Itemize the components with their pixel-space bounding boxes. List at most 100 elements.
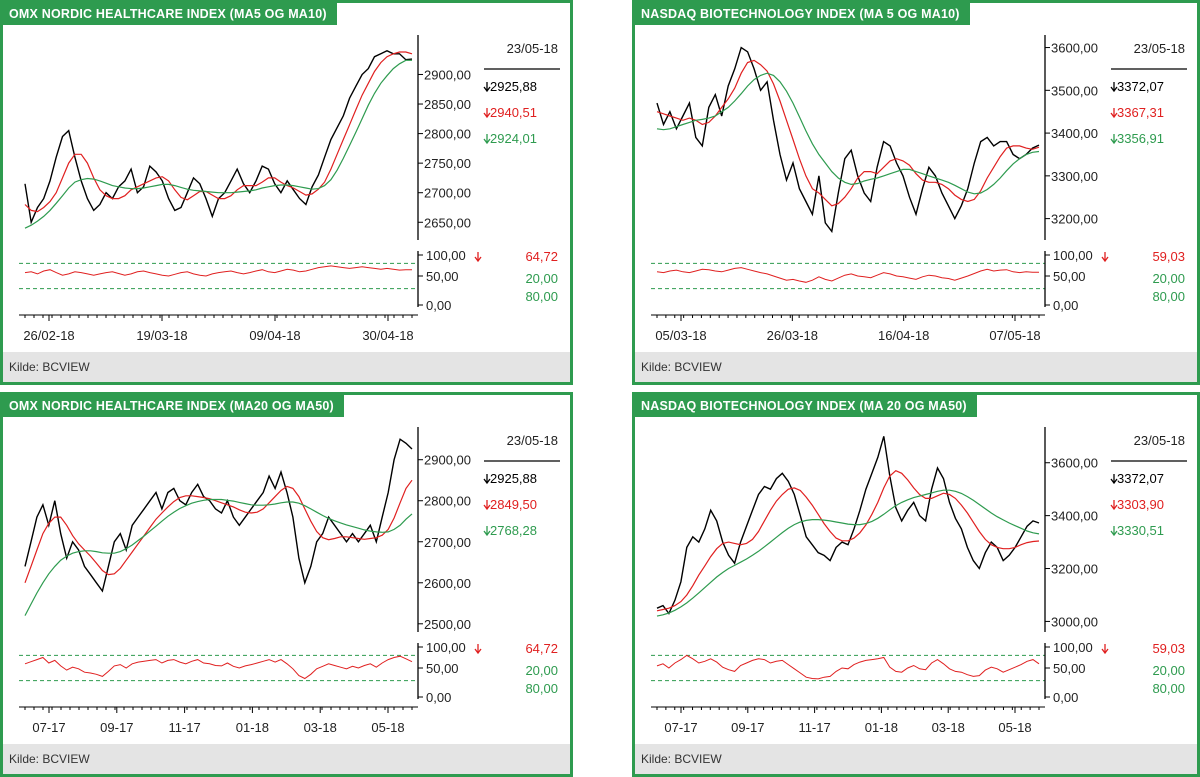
level-80-label: 80,00 [1152,289,1185,304]
x-tick-label: 26/02-18 [23,328,74,343]
level-20-label: 20,00 [525,271,558,286]
x-tick-label: 05-18 [371,720,404,735]
y-tick-label: 2500,00 [424,617,471,632]
arrowhead-icon [483,138,491,145]
source-label: Kilde: BCVIEW [635,352,1197,382]
y-tick-label: 2800,00 [424,494,471,509]
oscillator-last-value: 64,72 [525,641,558,656]
series-line-ma5 [24,51,413,213]
x-tick-label: 11-17 [798,720,830,735]
y-tick-label: 3300,00 [1051,169,1098,184]
series-line-close [656,436,1040,615]
chart-omx-ma5-ma10: 2900,00 2850,00 2800,00 2750,00 2700,00 2650,… [19,35,560,343]
last-value-close: 2925,88 [490,471,537,486]
oscillator-tick-label: 0,00 [426,298,451,313]
y-tick-label: 2800,00 [424,127,471,142]
oscillator-tick-label: 50,00 [1053,269,1086,284]
x-tick-label: 09/04-18 [249,328,300,343]
last-value-ma50: 2768,28 [490,523,537,538]
x-tick-label: 01-18 [865,720,898,735]
oscillator-tick-label: 100,00 [1053,640,1093,655]
y-tick-label: 2850,00 [424,97,471,112]
x-tick-label: 01-18 [236,720,269,735]
level-20-label: 20,00 [1152,271,1185,286]
y-tick-label: 3400,00 [1051,126,1098,141]
y-tick-label: 3500,00 [1051,83,1098,98]
x-tick-label: 03-18 [304,720,337,735]
oscillator-tick-label: 50,00 [426,269,459,284]
y-tick-label: 3400,00 [1051,509,1098,524]
arrowhead-icon [483,112,491,119]
y-tick-label: 3200,00 [1051,562,1098,577]
chart-title: OMX NORDIC HEALTHCARE INDEX (MA20 OG MA5… [3,395,344,417]
x-tick-label: 07-17 [32,720,65,735]
chart-title: NASDAQ BIOTECHNOLOGY INDEX (MA 5 OG MA10… [635,3,970,25]
date-label: 23/05-18 [507,41,558,56]
level-80-label: 80,00 [1152,681,1185,696]
level-20-label: 20,00 [525,663,558,678]
arrowhead-icon [483,530,491,537]
date-label: 23/05-18 [1134,433,1185,448]
oscillator-tick-label: 100,00 [426,248,466,263]
source-label: Kilde: BCVIEW [635,744,1197,774]
last-value-ma20: 3303,90 [1117,497,1164,512]
x-tick-label: 16/04-18 [878,328,929,343]
y-tick-label: 2700,00 [424,186,471,201]
arrowhead-icon [1101,256,1109,263]
series-line-ma20 [656,469,1040,612]
oscillator-last-value: 59,03 [1152,249,1185,264]
x-tick-label: 05-18 [998,720,1031,735]
chart-title: OMX NORDIC HEALTHCARE INDEX (MA5 OG MA10… [3,3,337,25]
y-tick-label: 2700,00 [424,535,471,550]
arrowhead-icon [483,504,491,511]
x-tick-label: 03-18 [932,720,965,735]
chart-panel-nasdaq-ma20-ma50: NASDAQ BIOTECHNOLOGY INDEX (MA 20 OG MA5… [632,392,1200,777]
y-tick-label: 2900,00 [424,67,471,82]
x-tick-label: 07-17 [664,720,697,735]
chart-panel-nasdaq-ma5-ma10: NASDAQ BIOTECHNOLOGY INDEX (MA 5 OG MA10… [632,0,1200,385]
last-value-ma5: 3367,31 [1117,105,1164,120]
last-value-ma10: 3356,91 [1117,131,1164,146]
arrowhead-icon [1110,478,1118,485]
x-tick-label: 26/03-18 [767,328,818,343]
last-value-ma20: 2849,50 [490,497,537,512]
series-line-ma10 [656,72,1040,195]
last-value-ma5: 2940,51 [490,105,537,120]
arrowhead-icon [1101,648,1109,655]
y-tick-label: 2900,00 [424,453,471,468]
source-label: Kilde: BCVIEW [3,744,570,774]
chart-nasdaq-ma20-ma50: 3600,00 3400,00 3200,00 3000,00 23/05-18 3372… [651,427,1187,735]
oscillator-line [24,265,412,277]
oscillator-tick-label: 50,00 [1053,661,1086,676]
date-label: 23/05-18 [1134,41,1185,56]
date-label: 23/05-18 [507,433,558,448]
arrowhead-icon [474,648,482,655]
source-label: Kilde: BCVIEW [3,352,570,382]
x-tick-label: 09-17 [100,720,133,735]
chart-omx-ma20-ma50: 2900,00 2800,00 2700,00 2600,00 2500,00 23/05… [19,427,560,735]
series-line-ma50 [656,489,1040,617]
chart-panel-omx-ma20-ma50: OMX NORDIC HEALTHCARE INDEX (MA20 OG MA5… [0,392,573,777]
last-value-close: 3372,07 [1117,471,1164,486]
series-line-ma20 [24,479,413,584]
x-tick-label: 05/03-18 [655,328,706,343]
arrowhead-icon [474,256,482,263]
arrowhead-icon [483,478,491,485]
arrowhead-icon [1110,138,1118,145]
arrowhead-icon [483,86,491,93]
last-value-ma50: 3330,51 [1117,523,1164,538]
oscillator-tick-label: 0,00 [1053,298,1078,313]
oscillator-last-value: 59,03 [1152,641,1185,656]
x-tick-label: 09-17 [731,720,764,735]
oscillator-tick-label: 0,00 [1053,690,1078,705]
series-line-ma10 [24,59,412,229]
arrowhead-icon [1110,112,1118,119]
x-tick-label: 19/03-18 [136,328,187,343]
y-tick-label: 3600,00 [1051,456,1098,471]
oscillator-line [24,655,413,680]
series-line-ma5 [656,59,1040,207]
chart-nasdaq-ma5-ma10: 3600,00 3500,00 3400,00 3300,00 3200,00 23/05… [651,35,1187,343]
arrowhead-icon [1110,86,1118,93]
y-tick-label: 3200,00 [1051,212,1098,227]
y-tick-label: 3600,00 [1051,41,1098,56]
